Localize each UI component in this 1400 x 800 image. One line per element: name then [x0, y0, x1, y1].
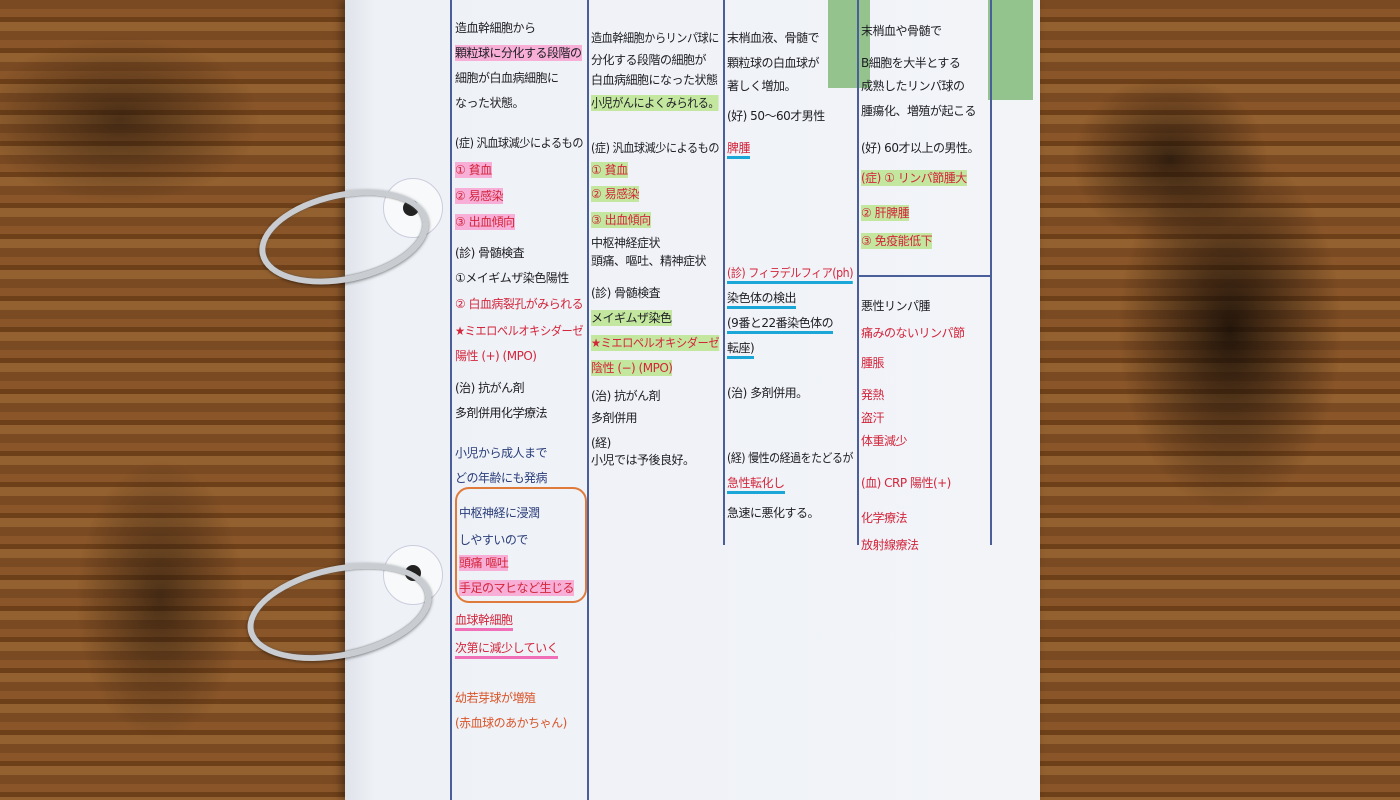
note-line: 造血幹細胞からリンパ球に [591, 31, 719, 45]
note-line: 細胞が白血病細胞に [455, 71, 559, 85]
note-line: 小児がんによくみられる。 [591, 95, 719, 111]
note-line: (9番と22番染色体の [727, 316, 834, 330]
note-line: ① 貧血 [591, 162, 628, 178]
note-line: 悪性リンパ腫 [861, 299, 931, 313]
note-line: 顆粒球に分化する段階の [455, 45, 582, 61]
note-line: 痛みのないリンパ節 [861, 326, 965, 340]
column-divider [990, 0, 992, 545]
note-line: ★ミエロペルオキシダーゼ [591, 335, 720, 351]
note-line: 放射線療法 [861, 538, 919, 552]
note-line: ② 肝脾腫 [861, 205, 910, 221]
note-line: (赤血球のあかちゃん) [455, 716, 567, 730]
note-line: ② 易感染 [455, 188, 504, 204]
note-line: 小児では予後良好。 [591, 453, 695, 467]
note-line: 白血病細胞になった状態 [591, 73, 718, 87]
note-line: (症) 汎血球減少によるもの [591, 141, 720, 155]
note-line: ③ 免疫能低下 [861, 233, 933, 249]
note-line: 腫脹 [861, 356, 885, 370]
callout-box [455, 487, 587, 603]
note-line: (症) ① リンパ節腫大 [861, 170, 967, 186]
sticky-tab [828, 0, 870, 88]
column-divider [857, 0, 859, 545]
note-line: (好) 60才以上の男性。 [861, 141, 979, 155]
note-line: 分化する段階の細胞が [591, 53, 707, 67]
note-line: 頭痛、嘔吐、精神症状 [591, 254, 707, 268]
note-line: 血球幹細胞 [455, 613, 513, 627]
row-divider [857, 275, 990, 277]
note-line: 転座) [727, 341, 755, 355]
column-divider [587, 0, 589, 800]
note-line: 成熟したリンパ球の [861, 79, 965, 93]
note-line: (症) 汎血球減少によるもの [455, 136, 584, 150]
note-line: 急速に悪化する。 [727, 506, 820, 520]
note-line: 造血幹細胞から [455, 21, 536, 35]
note-line: 多剤併用化学療法 [455, 406, 548, 420]
note-line: ③ 出血傾向 [455, 214, 515, 230]
note-line: ① 貧血 [455, 162, 492, 178]
note-line: 末梢血や骨髄で [861, 24, 942, 38]
column-divider [450, 0, 452, 800]
note-line: 多剤併用 [591, 411, 638, 425]
note-line: 顆粒球の白血球が [727, 56, 820, 70]
sticky-tab [988, 0, 1033, 100]
note-line: なった状態。 [455, 96, 525, 110]
note-line: (血) CRP 陽性(+) [861, 476, 951, 490]
note-line: 幼若芽球が増殖 [455, 691, 536, 705]
note-line: しやすいので [459, 533, 528, 547]
note-line: (治) 多剤併用。 [727, 386, 808, 400]
note-line: ③ 出血傾向 [591, 212, 651, 228]
note-line: どの年齢にも発病 [455, 471, 548, 485]
note-line: ★ミエロペルオキシダーゼ [455, 324, 584, 338]
note-line: 染色体の検出 [727, 291, 797, 305]
note-line: (診) 骨髄検査 [591, 286, 661, 300]
note-line: 陰性 (−) (MPO) [591, 360, 673, 376]
note-line: (治) 抗がん剤 [455, 381, 525, 395]
note-line: (経) 慢性の経過をたどるが [727, 451, 854, 465]
note-line: 末梢血液、骨髄で [727, 31, 820, 45]
note-line: 手足のマヒなど生じる [459, 580, 575, 596]
note-line: 頭痛 嘔吐 [459, 555, 509, 571]
note-line: 体重減少 [861, 434, 908, 448]
punch-hole [405, 565, 421, 581]
note-line: (好) 50〜60才男性 [727, 109, 825, 123]
notebook-page [345, 0, 1040, 800]
note-line: 脾腫 [727, 141, 751, 155]
note-line: (診) フィラデルフィア(ph) [727, 266, 854, 280]
column-divider [723, 0, 725, 545]
note-line: ①メイギムザ染色陽性 [455, 271, 569, 285]
punch-hole [403, 200, 419, 216]
note-line: 陽性 (+) (MPO) [455, 349, 537, 363]
note-line: 中枢神経に浸潤 [459, 506, 540, 520]
note-line: 盗汗 [861, 411, 885, 425]
note-line: B細胞を大半とする [861, 56, 961, 70]
note-line: (診) 骨髄検査 [455, 246, 525, 260]
note-line: 著しく増加。 [727, 79, 797, 93]
note-line: 腫瘍化、増殖が起こる [861, 104, 977, 118]
note-line: (治) 抗がん剤 [591, 389, 661, 403]
note-line: 中枢神経症状 [591, 236, 661, 250]
note-line: (経) [591, 436, 611, 450]
note-line: 小児から成人まで [455, 446, 548, 460]
note-line: 発熱 [861, 388, 885, 402]
note-line: 急性転化し [727, 476, 785, 490]
note-line: ② 白血病裂孔がみられる [455, 297, 584, 311]
note-line: 次第に減少していく [455, 641, 559, 655]
note-line: メイギムザ染色 [591, 310, 672, 326]
note-line: ② 易感染 [591, 186, 640, 202]
note-line: 化学療法 [861, 511, 908, 525]
